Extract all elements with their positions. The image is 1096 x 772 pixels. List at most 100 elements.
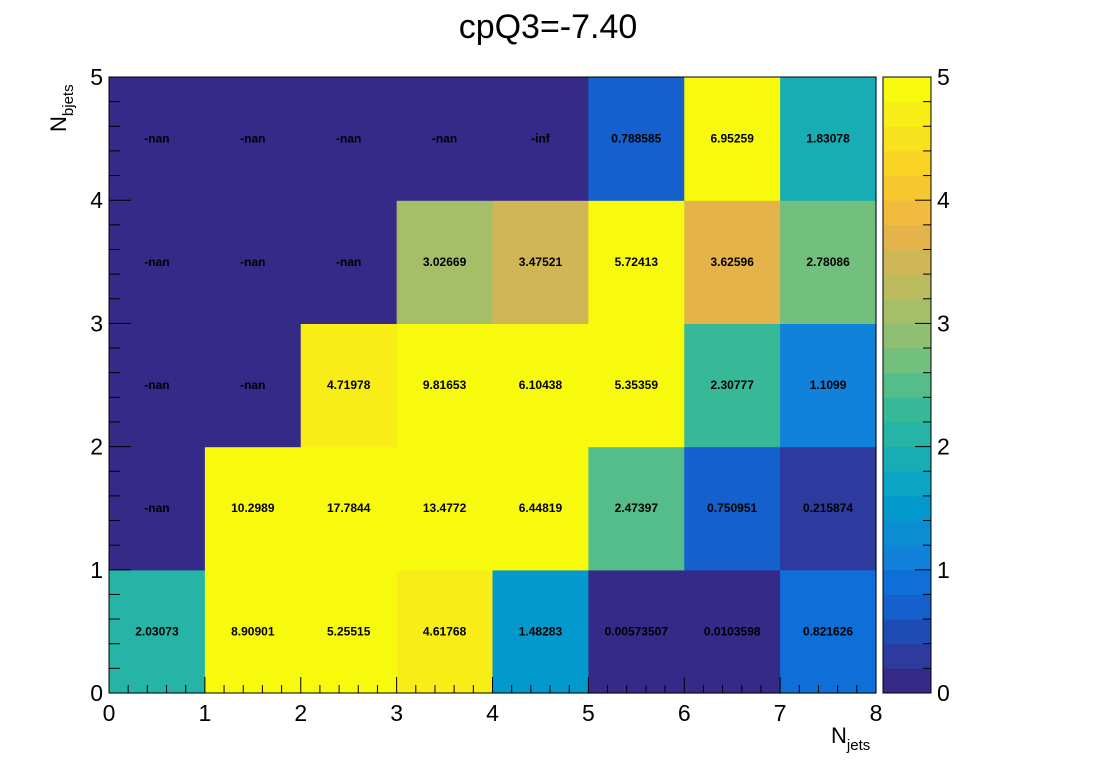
colorbar-segment	[883, 348, 931, 374]
heatmap-cell	[492, 446, 589, 571]
heatmap-cell	[780, 200, 877, 324]
heatmap-cell	[780, 77, 877, 201]
cell-value-label: 1.1099	[810, 378, 847, 392]
cell-value-label: 3.47521	[519, 255, 563, 269]
x-tick-label: 6	[678, 700, 691, 726]
heatmap-cell	[109, 569, 206, 694]
heatmap-cell	[588, 323, 685, 448]
cell-value-label: 0.821626	[803, 624, 853, 638]
y-axis-label-sub: bjets	[60, 84, 77, 116]
cell-value-label: 6.95259	[710, 132, 754, 146]
heatmap-cell	[300, 323, 398, 448]
cell-value-label: -nan	[144, 378, 169, 392]
colorbar-segment	[883, 594, 931, 620]
y-axis-label: Nbjets	[46, 84, 77, 132]
heatmap-cell	[684, 200, 781, 324]
cell-value-label: 0.00573507	[605, 624, 669, 638]
cell-value-label: 2.47397	[615, 501, 659, 515]
cell-value-label: 6.44819	[519, 501, 563, 515]
heatmap-cell	[396, 77, 494, 201]
colorbar-segment	[883, 150, 931, 177]
heatmap-cell	[300, 77, 398, 201]
colorbar-tick-label: 5	[937, 64, 950, 90]
heatmap-cell	[780, 569, 877, 694]
colorbar-segment	[883, 323, 931, 349]
heatmap-cell	[109, 200, 206, 324]
heatmap-cell	[204, 446, 302, 571]
heatmap-cell	[109, 77, 206, 201]
cell-value-label: 5.35359	[615, 378, 659, 392]
cell-value-label: 2.03073	[135, 624, 179, 638]
heatmap-cell	[684, 77, 781, 201]
y-tick-label: 3	[90, 310, 103, 336]
y-tick-label: 5	[90, 64, 103, 90]
heatmap-cell	[396, 569, 494, 694]
cell-value-label: -nan	[432, 132, 457, 146]
heatmap-cell	[396, 446, 494, 571]
cell-value-label: -inf	[531, 132, 551, 146]
heatmap-cell	[780, 446, 877, 571]
colorbar-segment	[883, 101, 931, 127]
cell-value-label: -nan	[240, 255, 265, 269]
cell-value-label: -nan	[240, 132, 265, 146]
cell-value-label: 0.788585	[611, 132, 661, 146]
cell-value-label: -nan	[144, 132, 169, 146]
colorbar-segment	[883, 471, 931, 497]
cell-value-label: -nan	[144, 501, 169, 515]
cell-value-label: -nan	[240, 378, 265, 392]
colorbar-segment	[883, 545, 931, 571]
cell-value-label: -nan	[144, 255, 169, 269]
cell-value-label: 1.83078	[806, 132, 850, 146]
heatmap-cell	[588, 569, 685, 694]
x-tick-label: 8	[870, 700, 883, 726]
colorbar-tick-label: 2	[937, 434, 950, 460]
cell-value-label: -nan	[336, 255, 361, 269]
cell-value-label: 9.81653	[423, 378, 467, 392]
heatmap-cell	[684, 446, 781, 571]
cell-value-label: 5.25515	[327, 624, 371, 638]
colorbar-segment	[883, 569, 931, 595]
heatmap-cell	[300, 569, 398, 694]
colorbar-segment	[883, 495, 931, 522]
colorbar-segment	[883, 126, 931, 152]
colorbar-frame	[882, 76, 932, 694]
x-axis-label-main: N	[831, 723, 847, 748]
colorbar-segment	[883, 274, 931, 300]
cell-value-label: 4.71978	[327, 378, 371, 392]
heatmap-cell	[780, 323, 877, 448]
cell-value-label: 2.30777	[710, 378, 754, 392]
colorbar-tick-label: 0	[937, 680, 950, 706]
colorbar-segment	[883, 421, 931, 448]
heatmap-cell	[588, 446, 685, 571]
heatmap-cell	[204, 569, 302, 694]
x-tick-label: 4	[486, 700, 499, 726]
colorbar-segment	[883, 224, 931, 250]
cell-value-label: 0.750951	[707, 501, 757, 515]
cell-value-label: 8.90901	[231, 624, 275, 638]
colorbar-segment	[883, 77, 931, 103]
heatmap-cell-labels: 2.03073 8.90901 5.25515 4.61768 1.48283 0.005…	[135, 132, 853, 639]
cell-value-label: 0.0103598	[704, 624, 761, 638]
colorbar-tick-label: 1	[937, 557, 950, 583]
x-axis-label-sub: jets	[846, 737, 870, 754]
cell-value-label: -nan	[336, 132, 361, 146]
y-axis-label-main: N	[46, 116, 71, 132]
heatmap-cell	[204, 200, 302, 324]
y-tick-label: 4	[90, 187, 103, 213]
cell-value-label: 2.78086	[806, 255, 850, 269]
heatmap-cell	[396, 200, 494, 324]
colorbar-segment	[883, 372, 931, 398]
heatmap-cell	[492, 323, 589, 448]
x-tick-label: 3	[390, 700, 403, 726]
x-tick-label: 0	[103, 700, 116, 726]
heatmap-cell	[492, 569, 589, 694]
cell-value-label: 6.10438	[519, 378, 563, 392]
heatmap-cell	[588, 200, 685, 324]
cell-value-label: 17.7844	[327, 501, 371, 515]
chart-title: cpQ3=-7.40	[459, 8, 638, 46]
cell-value-label: 10.2989	[231, 501, 275, 515]
colorbar-segment	[883, 619, 931, 645]
heatmap-cell	[204, 77, 302, 201]
heatmap-cell	[109, 323, 206, 448]
